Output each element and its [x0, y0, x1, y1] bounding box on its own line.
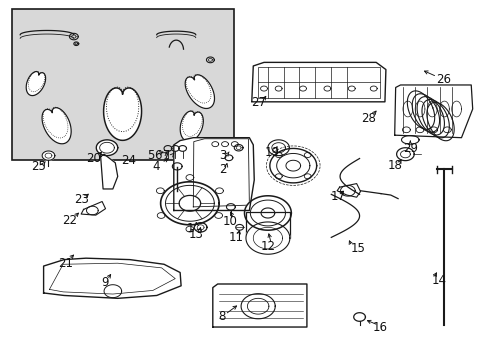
Polygon shape — [212, 284, 306, 327]
Text: 21: 21 — [58, 257, 73, 270]
Text: 26: 26 — [435, 73, 450, 86]
Polygon shape — [193, 139, 249, 207]
Text: 19: 19 — [264, 145, 279, 158]
Polygon shape — [267, 140, 289, 156]
Polygon shape — [401, 135, 418, 144]
Polygon shape — [421, 99, 448, 138]
Text: 14: 14 — [431, 274, 446, 287]
Text: 23: 23 — [74, 193, 88, 206]
Polygon shape — [411, 94, 439, 132]
Text: 1: 1 — [187, 222, 194, 235]
Text: 22: 22 — [62, 214, 77, 227]
Text: 2: 2 — [218, 163, 226, 176]
Text: 28: 28 — [361, 112, 375, 125]
Text: 12: 12 — [260, 240, 275, 253]
Polygon shape — [407, 91, 434, 129]
Polygon shape — [101, 154, 118, 189]
Text: 16: 16 — [372, 321, 387, 334]
Polygon shape — [103, 88, 142, 140]
Text: 7: 7 — [163, 149, 170, 162]
Polygon shape — [426, 102, 453, 141]
Polygon shape — [81, 202, 105, 215]
Bar — [12, 9, 233, 160]
Polygon shape — [43, 258, 181, 298]
Polygon shape — [161, 182, 219, 225]
Text: 27: 27 — [250, 96, 265, 109]
Text: 13: 13 — [188, 228, 203, 241]
Text: 25: 25 — [31, 160, 45, 173]
Polygon shape — [394, 85, 472, 138]
Polygon shape — [185, 75, 214, 108]
Text: 6: 6 — [154, 149, 162, 162]
Text: 5: 5 — [146, 149, 154, 162]
Polygon shape — [42, 151, 55, 160]
Text: 3: 3 — [219, 149, 226, 162]
Text: 20: 20 — [86, 152, 101, 165]
Polygon shape — [244, 196, 291, 230]
Text: 17: 17 — [330, 190, 346, 203]
Polygon shape — [42, 108, 71, 144]
Polygon shape — [336, 184, 360, 197]
Text: 10: 10 — [222, 215, 237, 228]
Text: 9: 9 — [101, 276, 108, 289]
Polygon shape — [396, 148, 413, 161]
Text: 8: 8 — [218, 310, 225, 324]
Polygon shape — [251, 62, 385, 102]
Bar — [245, 212, 289, 238]
Polygon shape — [245, 222, 289, 254]
Text: 15: 15 — [350, 242, 365, 255]
Text: 29: 29 — [402, 142, 417, 155]
Polygon shape — [180, 111, 203, 141]
Text: 4: 4 — [152, 160, 159, 173]
Polygon shape — [26, 72, 45, 96]
Bar — [258, 67, 379, 98]
Polygon shape — [96, 140, 118, 156]
Polygon shape — [269, 148, 316, 183]
Text: 18: 18 — [386, 159, 401, 172]
Text: 11: 11 — [228, 231, 243, 244]
Text: 24: 24 — [121, 154, 136, 167]
Polygon shape — [416, 96, 444, 135]
Polygon shape — [173, 138, 254, 211]
